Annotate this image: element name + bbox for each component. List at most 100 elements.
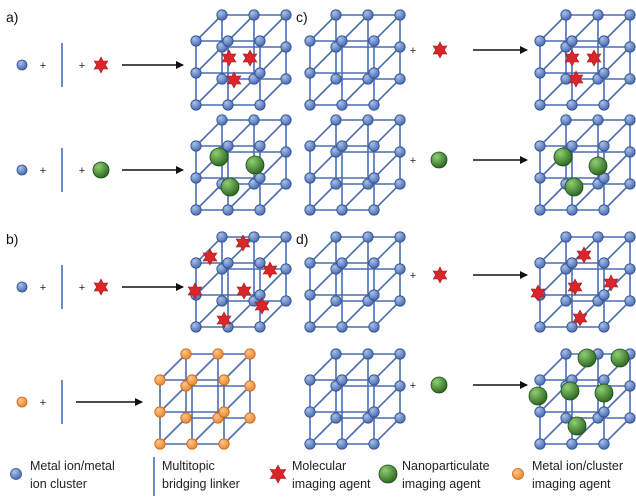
blue-node-icon [336,35,348,47]
framework-cube [534,114,636,216]
orange-node-icon [154,374,166,386]
blue-node-icon [280,146,292,158]
blue-node-icon [222,257,234,269]
blue-node-icon [280,178,292,190]
blue-node-icon [560,73,572,85]
blue-node-icon [598,406,610,418]
blue-node-icon [598,321,610,333]
framework-edge [539,119,567,147]
framework-edge [341,236,369,264]
framework-edge [309,385,337,413]
blue-node-icon [362,231,374,243]
green-sphere-icon [378,464,398,484]
blue-node-icon [304,406,316,418]
panel-label-d: d) [296,231,308,247]
blue-node-icon [248,9,260,21]
framework-edge [309,14,337,42]
blue-node-icon [624,231,636,243]
framework-edge [539,78,567,106]
red-star-icon [432,41,448,59]
green-sphere-icon [553,147,573,167]
plus-sign: + [40,397,46,409]
framework-edge [539,417,567,445]
framework-edge [603,417,631,445]
framework-edge [227,183,255,211]
blue-node-icon [254,204,266,216]
plus-sign: + [79,165,85,177]
blue-node-icon [304,257,316,269]
blue-node-icon [560,412,572,424]
blue-node-icon [330,73,342,85]
framework-edge [571,78,599,106]
framework-edge [539,183,567,211]
framework-cube [304,114,406,216]
framework-edge [539,14,567,42]
red-star-icon [530,284,546,302]
green-sphere-icon [610,348,630,368]
red-star-icon [202,248,218,266]
framework-edge [195,300,223,328]
framework-edge [227,14,255,42]
blue-node-icon [394,348,406,360]
framework-edge [603,151,631,179]
framework-edge [341,183,369,211]
blue-node-icon [598,289,610,301]
blue-node-icon [368,257,380,269]
framework-edge [259,78,287,106]
blue-node-icon [394,412,406,424]
blue-node-icon [598,67,610,79]
blue-node-icon [190,172,202,184]
legend-label-line1: Metal ion/cluster [532,459,623,473]
blue-node-icon [254,140,266,152]
legend-label-line2: bridging linker [162,477,240,491]
framework-edge [195,78,223,106]
blue-node-icon [624,114,636,126]
blue-node-icon [336,257,348,269]
blue-node-icon [368,99,380,111]
framework-edge [373,300,401,328]
green-sphere-icon [220,177,240,197]
framework-edge [195,46,223,74]
red-star-icon [576,246,592,264]
framework-edge [603,78,631,106]
blue-node-icon [368,172,380,184]
plus-sign: + [40,282,46,294]
framework-edge [373,78,401,106]
red-star-icon [269,464,287,484]
framework-edge [259,183,287,211]
framework-edge [309,46,337,74]
panel-label-b: b) [6,231,18,247]
framework-edge [373,236,401,264]
framework-edge [159,353,187,381]
red-star-icon [572,309,588,327]
blue-node-icon [394,295,406,307]
blue-node-icon [534,67,546,79]
framework-edge [259,236,287,264]
blue-node-icon [336,140,348,152]
framework-edge [259,268,287,296]
blue-node-icon [534,172,546,184]
framework-edge [195,183,223,211]
green-sphere-icon [430,151,448,169]
blue-node-icon [534,257,546,269]
framework-edge [373,183,401,211]
blue-node-icon [248,231,260,243]
legend-item: Molecular imaging agent [269,459,371,491]
blue-node-icon [368,374,380,386]
blue-node-icon [10,468,22,480]
legend-item: Nanoparticulate imaging agent [378,459,490,491]
framework-edge [373,268,401,296]
blue-node-icon [592,231,604,243]
framework-cube [190,114,292,216]
framework-cube [154,348,256,450]
green-sphere-icon [92,161,110,179]
blue-node-icon [280,9,292,21]
plus-sign: + [410,45,416,57]
framework-edge [159,417,187,445]
blue-node-icon [222,35,234,47]
framework-edge [571,119,599,147]
blue-node-icon [216,231,228,243]
framework-edge [341,119,369,147]
blue-node-icon [190,321,202,333]
framework-edge [603,385,631,413]
